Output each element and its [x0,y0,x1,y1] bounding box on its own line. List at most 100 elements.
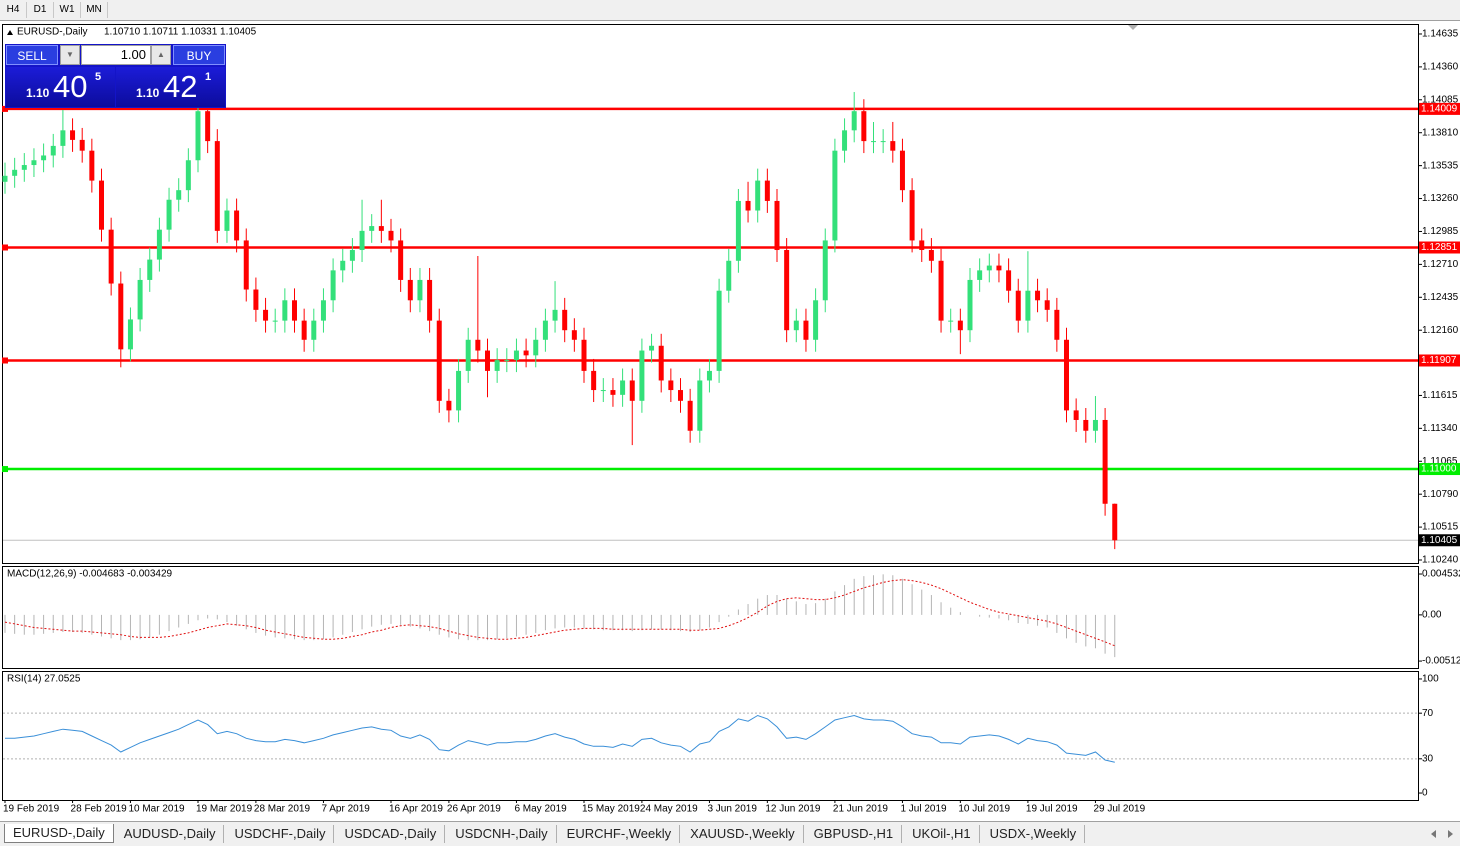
y-tick-label: 1.11340 [1422,423,1458,434]
y-tick-label: 1.12160 [1422,325,1459,336]
timeframe-button[interactable]: W1 [54,2,81,18]
x-tick-label: 28 Feb 2019 [71,804,128,815]
candle-body [214,141,220,231]
candle-body [996,265,1002,271]
x-tick-label: 19 Jul 2019 [1026,804,1078,815]
timeframe-bar: H4 D1 W1 MN [0,0,1460,21]
candle-body [649,345,655,351]
timeframe-button[interactable]: MN [81,2,108,18]
candle-body [234,210,240,241]
candle-body [330,270,336,301]
price-point: 5 [95,71,102,83]
y-tick-label: 1.12435 [1422,292,1459,303]
y-tick-label: 1.12710 [1422,259,1459,270]
chart-tab[interactable]: USDCAD-,Daily [336,825,446,843]
timeframe-button[interactable]: H4 [0,2,27,18]
price-prefix: 1.10 [26,86,50,100]
sell-button[interactable]: SELL [6,45,58,65]
chart-title: EURUSD-,Daily [17,27,88,38]
x-tick-label: 28 Mar 2019 [254,804,311,815]
lot-up[interactable]: ▲ [151,45,171,65]
lot-input[interactable]: 1.00 [81,45,151,65]
candle-body [687,400,693,431]
chart-tab[interactable]: USDX-,Weekly [982,825,1086,843]
chart-tab[interactable]: USDCNH-,Daily [447,825,557,843]
candle-body [21,165,27,170]
x-tick-label: 6 May 2019 [514,804,567,815]
candle-body [108,229,114,284]
tab-scroll[interactable] [1428,828,1458,840]
rsi-panel [2,671,1419,801]
price-flag [1419,354,1460,367]
candle-body [832,150,838,241]
y-tick-label: 1.14635 [1422,29,1459,40]
candle-body [378,226,384,231]
candle-body [581,339,587,371]
x-tick-label: 21 Jun 2019 [833,804,888,815]
sell-price[interactable]: 1.10 40 5 [6,67,115,107]
candle-body [784,250,790,331]
symbol-marker [7,30,13,35]
candle-body [948,320,954,322]
candle-body [456,370,462,411]
candle-body [504,360,510,362]
candle-body [822,240,828,301]
candle-body [938,260,944,321]
chart: EURUSD-,Daily 1.10710 1.10711 1.10331 1.… [2,24,1460,815]
price-flag-label: 1.14009 [1421,104,1458,115]
y-tick-label: 1.13810 [1422,127,1459,138]
candle-body [417,279,423,301]
chart-tab[interactable]: EURUSD-,Daily [4,824,114,843]
candle-body [967,279,973,331]
candle-body [668,380,674,391]
candle-body [620,380,626,395]
candle-body [735,200,741,261]
candle-body [755,180,761,211]
candle-body [320,300,326,321]
candle-body [292,300,297,321]
candle-body [70,130,76,140]
candle-body [571,330,577,340]
y-tick-label: 1.12985 [1422,226,1459,237]
chart-tab[interactable]: XAUUSD-,Weekly [682,825,804,843]
candle-body [127,319,133,350]
candle-body [282,300,288,321]
candle-body [928,250,934,261]
candle-body [658,345,664,381]
timeframe-button[interactable]: D1 [27,2,54,18]
x-tick-label: 7 Apr 2019 [321,804,370,815]
chart-tab[interactable]: AUDUSD-,Daily [116,825,225,843]
candle-body [436,320,442,401]
candle-body [890,141,896,151]
candle-body [774,200,780,251]
x-tick-label: 26 Apr 2019 [447,804,501,815]
y-tick-label: -0.005122 [1422,656,1460,667]
candle-body [253,289,259,310]
chart-tab[interactable]: EURCHF-,Weekly [559,825,681,843]
price-flag-label: 1.12851 [1421,242,1458,253]
x-tick-label: 1 Jul 2019 [900,804,947,815]
candle-body [388,230,394,241]
candle-body [166,199,172,230]
candle-body [1044,300,1050,310]
candle-body [706,370,712,381]
candle-body [899,150,905,191]
candle-body [697,380,703,431]
candle-body [909,190,915,241]
candle-body [1112,503,1118,541]
lot-down[interactable]: ▼ [60,45,80,65]
chart-tab[interactable]: GBPUSD-,H1 [806,825,903,843]
chart-tab[interactable]: UKOil-,H1 [904,825,980,843]
price-flag [1419,102,1460,115]
candle-body [41,155,47,161]
buy-button[interactable]: BUY [173,45,225,65]
y-tick-label: 1.10515 [1422,522,1459,533]
chart-tabs: EURUSD-,Daily AUDUSD-,Daily USDCHF-,Daily U… [0,821,1460,846]
candle-body [349,250,355,261]
buy-price[interactable]: 1.10 42 1 [116,67,225,107]
candle-body [89,150,95,181]
price-flag [1419,534,1460,547]
chart-tab[interactable]: USDCHF-,Daily [226,825,335,843]
price-flag [1419,241,1460,254]
